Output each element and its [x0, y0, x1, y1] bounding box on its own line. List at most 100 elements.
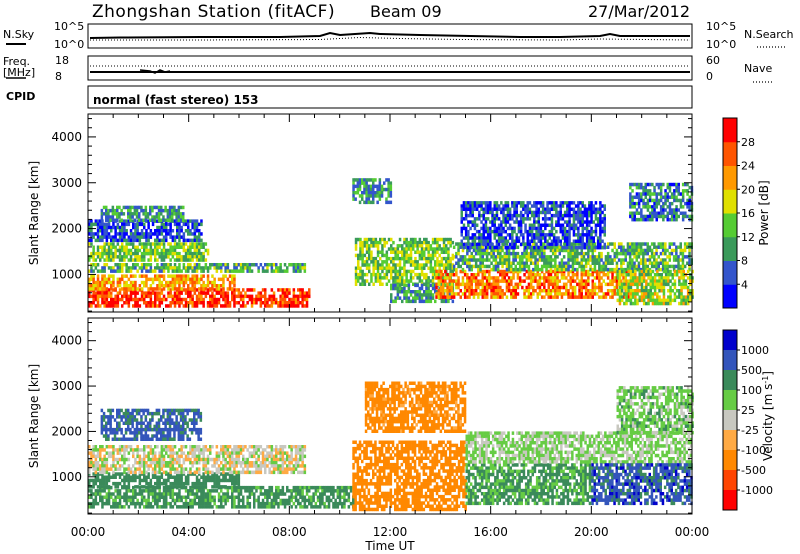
power-cell-11	[473, 223, 477, 227]
power-cell-4	[112, 222, 115, 227]
power-cell-11	[539, 233, 543, 237]
power-cell-12	[647, 282, 650, 287]
power-cell-10	[527, 264, 531, 269]
power-cell-2	[121, 266, 124, 270]
power-cell-10	[587, 258, 590, 262]
power-cell-1	[90, 287, 93, 291]
power-cell-3	[202, 242, 205, 246]
power-cell-10	[613, 258, 616, 262]
power-cell-10	[606, 258, 610, 262]
power-cell-2	[96, 263, 100, 267]
power-cell-11	[557, 217, 560, 221]
velocity-cell-0	[90, 492, 93, 496]
power-cell-11	[581, 220, 584, 224]
power-cell-11	[577, 210, 580, 215]
power-cell-10	[589, 258, 592, 262]
power-cell-2	[242, 266, 245, 270]
power-cell-9	[472, 289, 476, 293]
power-cell-4	[123, 229, 126, 233]
power-cell-3	[114, 248, 117, 253]
power-cell-11	[473, 207, 477, 211]
power-cell-11	[544, 207, 547, 211]
power-cell-13	[684, 211, 687, 215]
power-cell-10	[681, 248, 685, 253]
power-cell-2	[182, 266, 186, 270]
power-cell-7	[434, 269, 437, 274]
power-cell-10	[472, 258, 476, 262]
power-cell-13	[637, 217, 641, 222]
power-cell-0	[213, 304, 216, 308]
power-cell-7	[409, 276, 413, 280]
power-cell-10	[655, 261, 658, 265]
power-cell-10	[668, 258, 671, 262]
power-cell-12	[682, 279, 685, 283]
power-cell-1	[202, 284, 205, 288]
nave-tick-bottom: 0	[706, 70, 713, 83]
power-cell-11	[588, 233, 591, 237]
power-cell-7	[416, 260, 419, 264]
power-cell-0	[257, 291, 260, 295]
power-cell-9	[439, 295, 443, 299]
power-cell-11	[568, 204, 571, 208]
power-cell-6	[374, 184, 377, 189]
power-cell-7	[354, 247, 358, 251]
power-colorbar-label-3: 16	[741, 207, 755, 220]
power-cell-10	[523, 264, 526, 269]
power-cell-11	[522, 239, 525, 243]
power-cell-7	[398, 272, 402, 277]
power-cell-13	[666, 214, 669, 219]
power-cell-1	[90, 274, 93, 278]
power-cell-10	[567, 251, 570, 256]
power-cell-9	[622, 273, 625, 277]
power-cell-10	[631, 242, 634, 246]
power-cell-3	[156, 242, 159, 246]
power-cell-0	[242, 294, 245, 299]
power-cell-7	[383, 272, 386, 277]
power-cell-13	[651, 198, 654, 203]
power-cell-2	[268, 263, 271, 267]
velocity-cell-0	[105, 501, 109, 506]
power-cell-10	[615, 261, 619, 265]
power-cell-12	[664, 298, 668, 303]
power-cell-0	[294, 294, 298, 299]
power-cell-8	[440, 299, 444, 304]
power-cell-0	[283, 294, 287, 299]
power-cell-11	[480, 236, 483, 240]
power-cell-13	[644, 189, 647, 193]
power-cell-3	[134, 251, 137, 256]
power-cell-2	[134, 266, 137, 270]
power-cell-6	[372, 187, 375, 192]
power-cell-12	[686, 295, 690, 299]
power-cell-0	[123, 301, 126, 305]
power-cell-11	[524, 204, 527, 208]
power-cell-11	[469, 242, 472, 247]
power-cell-7	[442, 256, 446, 261]
power-cell-2	[213, 263, 216, 267]
power-cell-6	[367, 178, 371, 182]
power-cell-0	[235, 301, 238, 305]
power-cell-0	[266, 301, 269, 305]
power-cell-0	[94, 304, 98, 308]
power-cell-11	[548, 223, 551, 227]
power-cell-11	[484, 217, 488, 221]
power-cell-1	[121, 287, 124, 291]
power-cell-11	[482, 207, 485, 211]
power-cell-13	[662, 195, 665, 199]
power-cell-11	[467, 207, 470, 211]
power-cell-10	[503, 251, 506, 256]
power-cell-12	[686, 269, 690, 274]
power-cell-13	[646, 182, 650, 187]
power-cell-13	[675, 185, 678, 190]
power-cell-9	[547, 269, 550, 274]
power-cell-4	[96, 225, 100, 230]
power-cell-9	[587, 282, 590, 287]
power-cell-9	[468, 292, 471, 296]
power-cell-2	[292, 269, 296, 273]
power-cell-9	[481, 269, 484, 274]
power-cell-7	[407, 244, 411, 248]
power-cell-2	[261, 266, 265, 270]
power-cell-9	[558, 279, 561, 283]
power-cell-10	[479, 258, 482, 262]
power-cell-7	[420, 266, 424, 270]
power-cell-11	[566, 201, 569, 205]
